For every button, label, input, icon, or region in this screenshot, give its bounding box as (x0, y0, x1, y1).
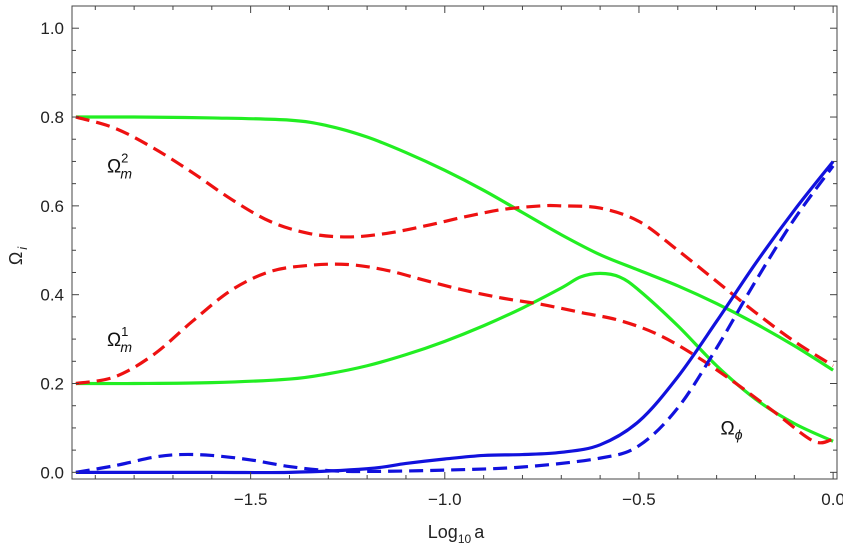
series-blue-dashed-line-5 (75, 164, 835, 474)
y-tick-label: 1.0 (40, 19, 64, 38)
x-tick-label: −1.0 (428, 490, 462, 509)
series-red-dashed-line-2 (75, 115, 834, 368)
series-green-solid-line-0 (75, 115, 834, 372)
series-green-solid-line-1 (75, 271, 834, 443)
series-blue-solid-line-4 (75, 160, 835, 475)
annotation-layer: Ω2 m Ω1 m Ωϕ (107, 151, 743, 443)
y-tick-label: 0.2 (40, 375, 64, 394)
plot-frame (71, 5, 838, 480)
annotation-label: Ω1 m (107, 324, 132, 355)
x-tick-label: −0.5 (622, 490, 656, 509)
x-tick-label: 0.0 (821, 490, 843, 509)
y-axis-title: Ωi (6, 246, 30, 265)
series-red-dashed-line-3 (75, 262, 834, 445)
x-tick-label: −1.5 (234, 490, 268, 509)
series-layer (75, 115, 835, 475)
x-axis-title: Log10 a (428, 522, 485, 546)
annotation-label: Ω2 m (107, 151, 132, 182)
y-tick-label: 0.8 (40, 108, 64, 127)
tick-layer: −1.5 −1.0 −0.5 0.0 0.0 0.2 0.4 0.6 0.8 1.0 (40, 6, 843, 509)
y-tick-label: 0.4 (40, 286, 64, 305)
y-tick-label: 0.0 (40, 463, 64, 482)
y-tick-label: 0.6 (40, 197, 64, 216)
annotation-label: Ωϕ (721, 419, 743, 443)
